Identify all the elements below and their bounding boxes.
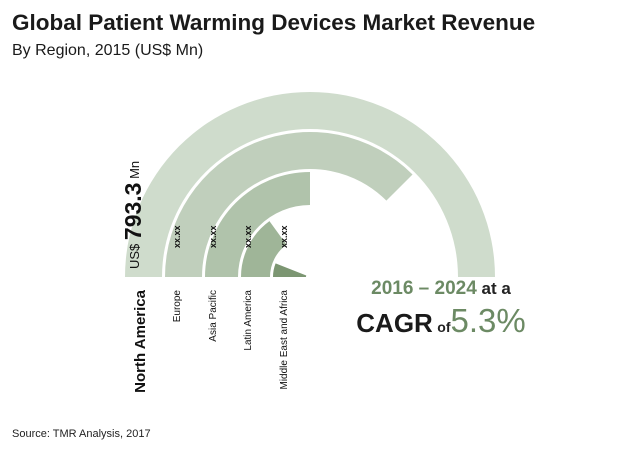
value-label-latin-america: xx.xx [243, 225, 253, 248]
chart-subtitle: By Region, 2015 (US$ Mn) [12, 42, 204, 59]
category-label-middle-east-and-africa: Middle East and Africa [279, 290, 290, 390]
category-label-europe: Europe [172, 290, 183, 323]
cagr-period: 2016 – 2024 at a [341, 278, 541, 300]
cagr-at-a: at a [476, 279, 511, 298]
arc-north-america [125, 92, 495, 277]
value-label-europe: xx.xx [172, 225, 182, 248]
arc-latin-america [241, 221, 287, 277]
cagr-of: of [437, 319, 451, 335]
cagr-label: CAGR [356, 308, 433, 338]
cagr-callout: 2016 – 2024 at a CAGR of5.3% [341, 278, 541, 340]
chart-title: Global Patient Warming Devices Market Re… [12, 10, 536, 35]
value-label-north-america: US$ 793.3 Mn [120, 161, 146, 269]
source-note: Source: TMR Analysis, 2017 [12, 428, 151, 440]
category-label-asia-pacific: Asia Pacific [208, 290, 219, 342]
cagr-years: 2016 – 2024 [371, 278, 477, 299]
arc-middle-east-and-africa [273, 263, 307, 277]
cagr-value: 5.3% [450, 302, 526, 339]
cagr-line: CAGR of5.3% [341, 302, 541, 340]
arc-europe [165, 131, 413, 277]
value-label-asia-pacific: xx.xx [208, 225, 218, 248]
category-label-latin-america: Latin America [243, 290, 254, 351]
arc-asia-pacific [205, 172, 310, 277]
value-label-middle-east-and-africa: xx.xx [279, 225, 289, 248]
category-label-north-america: North America [132, 289, 149, 392]
